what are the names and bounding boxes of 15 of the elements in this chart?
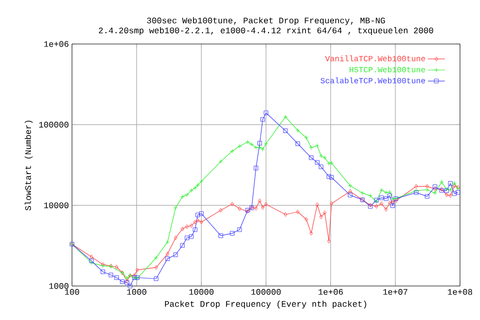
x-tick-label: 10000 [189, 289, 214, 295]
x-tick-label: 100 [64, 289, 80, 295]
x-tick-label: 1e+07 [383, 289, 408, 295]
chart-title: 300sec Web100tune, Packet Drop Frequency, MB-NG [147, 17, 385, 26]
x-tick-label: 1e+08 [448, 289, 472, 295]
y-axis-title: SlowStart (Number) [24, 120, 33, 210]
y-tick-label: 10000 [44, 202, 68, 208]
x-tick-label: 1e+06 [318, 289, 343, 295]
x-tick-label: 100000 [251, 289, 281, 295]
y-tick-label: 100000 [39, 122, 68, 128]
x-axis-title: Packet Drop Frequency (Every nth packet) [165, 300, 366, 308]
chart-subtitle: 2.4.20smp web100-2.2.1, e1000-4.4.12 rxint 64/64 , txqueuelen 2000 [98, 27, 434, 35]
y-tick-label: 1e+06 [44, 41, 68, 47]
y-tick-label: 1000 [49, 283, 68, 289]
x-tick-label: 1000 [127, 289, 146, 295]
